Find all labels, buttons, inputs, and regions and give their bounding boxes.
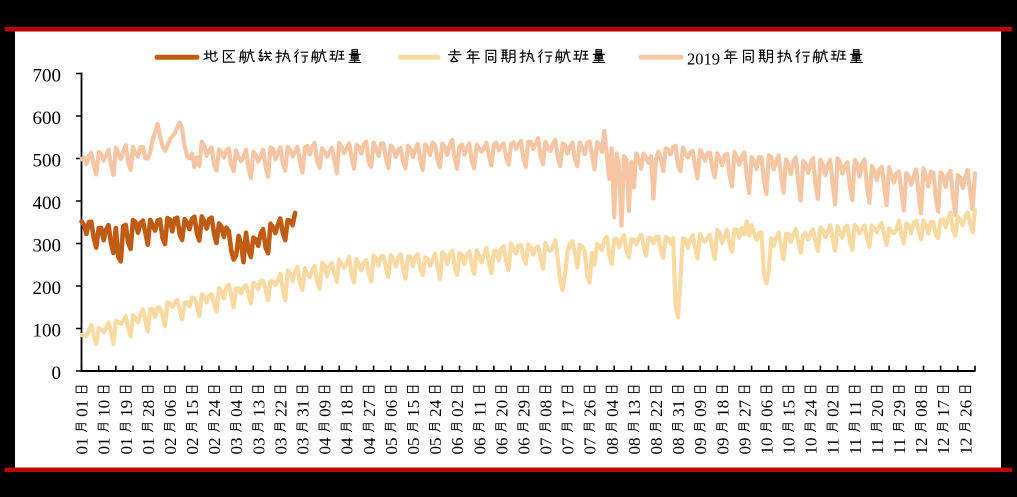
- svg-text:400: 400: [33, 193, 62, 214]
- svg-text:17: 17: [559, 399, 578, 417]
- svg-text:06: 06: [514, 438, 533, 455]
- svg-text:08: 08: [625, 438, 644, 455]
- svg-text:20: 20: [492, 400, 511, 417]
- svg-text:26: 26: [956, 400, 975, 417]
- svg-text:20: 20: [868, 400, 887, 417]
- svg-text:18: 18: [338, 400, 357, 417]
- svg-text:03: 03: [227, 438, 246, 455]
- svg-text:12: 12: [956, 438, 975, 455]
- svg-text:06: 06: [382, 400, 401, 417]
- svg-text:15: 15: [404, 400, 423, 417]
- svg-text:29: 29: [890, 400, 909, 417]
- svg-text:0: 0: [52, 363, 62, 384]
- svg-text:13: 13: [249, 400, 268, 417]
- svg-text:08: 08: [912, 400, 931, 417]
- svg-text:11: 11: [868, 438, 887, 454]
- svg-text:08: 08: [647, 438, 666, 455]
- svg-text:09: 09: [691, 438, 710, 455]
- svg-text:19: 19: [117, 400, 136, 417]
- svg-text:06: 06: [448, 438, 467, 455]
- svg-text:06: 06: [492, 438, 511, 455]
- svg-text:24: 24: [426, 399, 445, 417]
- svg-text:07: 07: [581, 437, 600, 455]
- svg-text:300: 300: [33, 236, 62, 257]
- svg-text:01: 01: [73, 400, 92, 417]
- svg-text:03: 03: [294, 438, 313, 455]
- svg-text:31: 31: [294, 400, 313, 417]
- svg-text:600: 600: [33, 108, 62, 129]
- svg-text:29: 29: [514, 400, 533, 417]
- svg-text:04: 04: [603, 399, 622, 417]
- svg-text:10: 10: [758, 438, 777, 455]
- svg-text:01: 01: [95, 438, 114, 455]
- svg-text:17: 17: [934, 399, 953, 417]
- svg-text:07: 07: [537, 437, 556, 455]
- svg-text:10: 10: [95, 400, 114, 417]
- svg-text:06: 06: [470, 438, 489, 455]
- svg-text:12: 12: [934, 438, 953, 455]
- svg-text:11: 11: [846, 400, 865, 416]
- svg-text:02: 02: [448, 400, 467, 417]
- svg-text:03: 03: [249, 438, 268, 455]
- svg-text:07: 07: [559, 437, 578, 455]
- svg-text:08: 08: [669, 438, 688, 455]
- svg-text:09: 09: [713, 438, 732, 455]
- svg-text:11: 11: [470, 400, 489, 416]
- svg-text:05: 05: [404, 438, 423, 455]
- svg-text:05: 05: [426, 438, 445, 455]
- svg-text:500: 500: [33, 151, 62, 172]
- svg-text:08: 08: [537, 400, 556, 417]
- svg-text:04: 04: [316, 437, 335, 455]
- svg-text:09: 09: [316, 400, 335, 417]
- svg-text:01: 01: [139, 438, 158, 455]
- svg-text:08: 08: [603, 438, 622, 455]
- svg-text:31: 31: [669, 400, 688, 417]
- svg-text:02: 02: [205, 438, 224, 455]
- svg-text:04: 04: [360, 437, 379, 455]
- svg-text:15: 15: [780, 400, 799, 417]
- svg-text:27: 27: [735, 399, 754, 417]
- svg-text:06: 06: [758, 400, 777, 417]
- svg-text:700: 700: [33, 66, 62, 87]
- svg-text:24: 24: [205, 399, 224, 417]
- svg-text:28: 28: [139, 400, 158, 417]
- svg-text:01: 01: [73, 438, 92, 455]
- svg-text:200: 200: [33, 278, 62, 299]
- svg-text:09: 09: [735, 438, 754, 455]
- svg-text:11: 11: [824, 438, 843, 454]
- svg-text:05: 05: [382, 438, 401, 455]
- svg-text:26: 26: [581, 400, 600, 417]
- svg-text:22: 22: [271, 400, 290, 417]
- svg-text:13: 13: [625, 400, 644, 417]
- svg-text:02: 02: [183, 438, 202, 455]
- svg-text:15: 15: [183, 400, 202, 417]
- svg-text:09: 09: [691, 400, 710, 417]
- svg-text:01: 01: [117, 438, 136, 455]
- svg-text:06: 06: [161, 400, 180, 417]
- svg-text:02: 02: [824, 400, 843, 417]
- svg-text:04: 04: [338, 437, 357, 455]
- svg-text:24: 24: [802, 399, 821, 417]
- svg-text:27: 27: [360, 399, 379, 417]
- svg-text:2019: 2019: [687, 49, 720, 68]
- svg-text:04: 04: [227, 399, 246, 417]
- svg-text:03: 03: [271, 438, 290, 455]
- svg-text:10: 10: [802, 438, 821, 455]
- svg-text:11: 11: [890, 438, 909, 454]
- svg-text:02: 02: [161, 438, 180, 455]
- svg-text:22: 22: [647, 400, 666, 417]
- svg-text:100: 100: [33, 321, 62, 342]
- svg-text:11: 11: [846, 438, 865, 454]
- svg-text:18: 18: [713, 400, 732, 417]
- svg-text:12: 12: [912, 438, 931, 455]
- svg-text:10: 10: [780, 438, 799, 455]
